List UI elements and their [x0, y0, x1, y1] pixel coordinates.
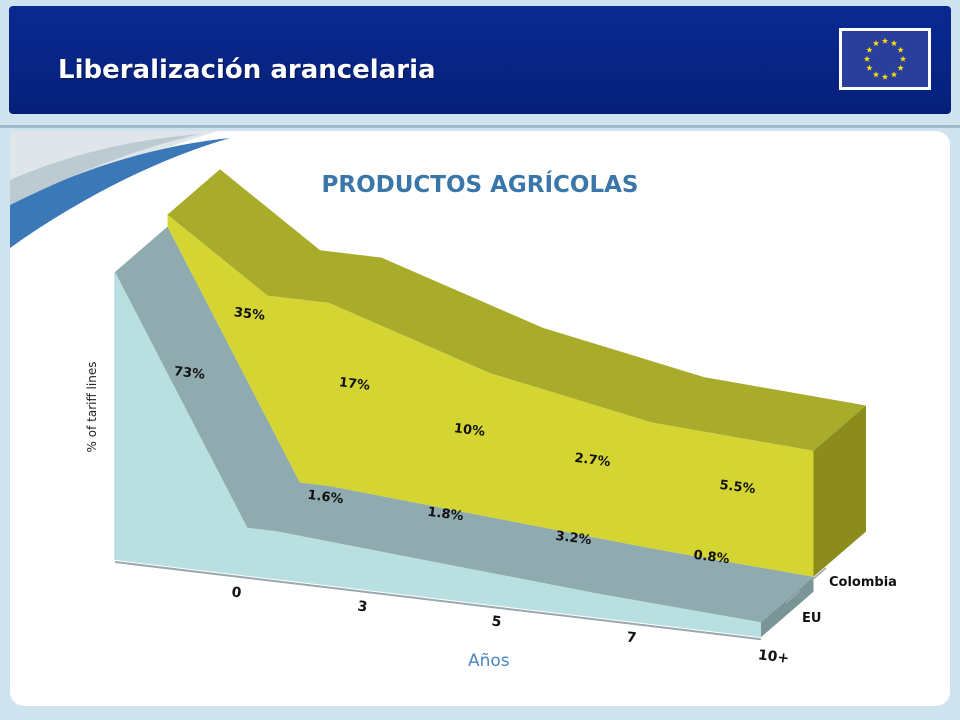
y-axis-label: % of tariff lines [85, 361, 99, 453]
x-tick-label: 10+ [757, 647, 790, 667]
eu-data-label: 0.8% [693, 548, 731, 567]
chart-title: PRODUCTOS AGRÍCOLAS [321, 172, 639, 198]
x-axis-line [114, 561, 762, 641]
header-bar [9, 6, 951, 114]
depth-tick [785, 590, 801, 604]
flag-star [872, 40, 880, 47]
eu-data-label: 3.2% [555, 529, 593, 548]
flag-star [881, 73, 889, 80]
colombia-top-surface [167, 169, 866, 451]
header-title: Liberalización arancelaria [58, 55, 436, 85]
flag-star [863, 55, 871, 62]
flag-star [890, 40, 898, 47]
x-axis-label: Años [468, 651, 510, 671]
eu-top-surface [115, 226, 814, 623]
x-tick-label: 5 [491, 613, 503, 630]
eu-data-label: 1.8% [427, 505, 465, 524]
flag-star [866, 64, 873, 71]
x-tick-label: 7 [626, 629, 638, 646]
corner-swoosh-grey [10, 134, 200, 205]
colombia-front-face [167, 214, 814, 577]
x-tick-label: 0 [231, 584, 243, 601]
eu-side-face [761, 576, 814, 638]
series-label-eu: EU [802, 611, 821, 626]
flag-star [897, 46, 904, 53]
flag-star [881, 37, 889, 44]
depth-tick [811, 567, 827, 581]
eu-flag-icon [839, 28, 931, 90]
colombia-data-label: 5.5% [719, 478, 757, 497]
eu-front-face [115, 272, 761, 638]
series-label-colombia: Colombia [829, 575, 897, 590]
colombia-side-face [813, 405, 866, 577]
flag-stars [863, 37, 907, 80]
flag-star [872, 71, 880, 78]
corner-swoosh-light [10, 131, 218, 230]
flag-star [890, 71, 898, 78]
colombia-data-label: 35% [233, 305, 266, 324]
flag-star [866, 46, 873, 53]
flag-star [899, 55, 907, 62]
eu-data-label: 73% [173, 364, 206, 383]
corner-swoosh-blue [10, 138, 230, 248]
colombia-data-label: 10% [453, 421, 486, 440]
flag-star [897, 64, 904, 71]
x-tick-label: 3 [357, 598, 369, 615]
colombia-data-label: 17% [338, 375, 371, 394]
eu-data-label: 1.6% [307, 488, 345, 507]
colombia-data-label: 2.7% [574, 451, 612, 470]
